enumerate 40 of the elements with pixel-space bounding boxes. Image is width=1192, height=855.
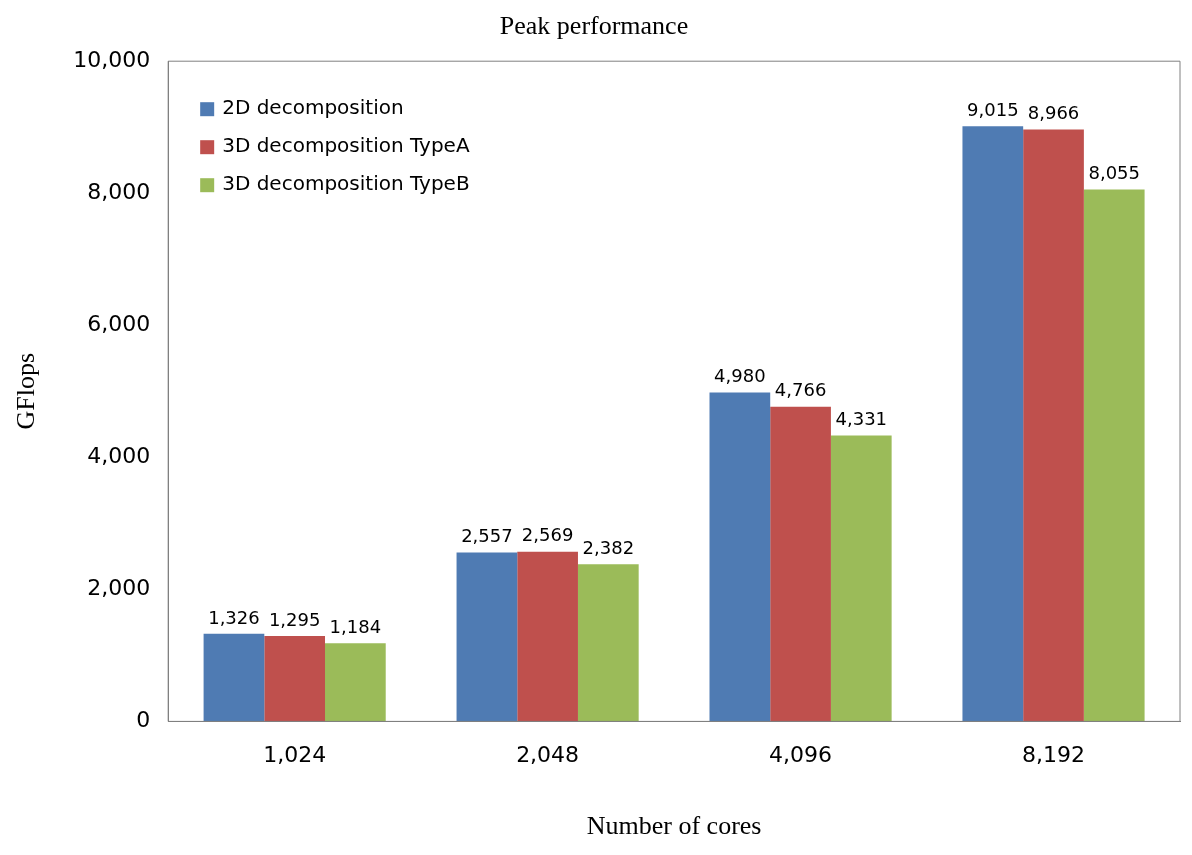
x-tick-label: 1,024 — [263, 742, 327, 768]
bar — [264, 635, 326, 722]
data-label: 1,295 — [268, 608, 321, 630]
y-tick-label: 0 — [136, 707, 151, 733]
data-label: 9,015 — [967, 98, 1019, 120]
bar — [203, 633, 265, 722]
bar — [577, 564, 639, 722]
data-label: 8,966 — [1027, 102, 1080, 124]
bar — [962, 126, 1024, 722]
x-tick-label: 8,192 — [1022, 742, 1086, 768]
data-label: 8,055 — [1088, 162, 1140, 184]
chart-title: Peak performance — [499, 11, 689, 41]
data-label: 2,569 — [521, 524, 574, 546]
y-tick-label: 10,000 — [73, 46, 151, 72]
bar — [1083, 189, 1145, 722]
y-axis-title: GFlops — [11, 353, 41, 430]
bar — [456, 552, 518, 722]
y-tick-label: 4,000 — [87, 443, 151, 469]
bar — [770, 406, 831, 722]
legend-label: 3D decomposition TypeA — [222, 133, 470, 158]
legend-label: 2D decomposition — [222, 95, 404, 120]
data-label: 4,331 — [835, 408, 888, 430]
bar — [517, 551, 578, 722]
x-tick-label: 2,048 — [516, 742, 580, 768]
y-tick-label: 8,000 — [87, 178, 151, 204]
bar — [709, 392, 771, 722]
x-tick-label: 4,096 — [769, 742, 833, 768]
data-label: 4,766 — [774, 379, 827, 401]
bar — [1023, 129, 1084, 722]
data-label: 2,557 — [461, 525, 513, 547]
data-label: 2,382 — [582, 536, 635, 558]
bar — [830, 435, 892, 722]
y-tick-label: 6,000 — [87, 311, 151, 336]
bar — [325, 643, 386, 722]
data-label: 4,980 — [714, 365, 766, 387]
legend-label: 3D decomposition TypeB — [222, 171, 470, 196]
data-label: 1,326 — [208, 606, 260, 628]
y-tick-label: 2,000 — [87, 575, 151, 601]
data-label: 1,184 — [329, 615, 382, 637]
x-axis-title: Number of cores — [586, 811, 762, 841]
